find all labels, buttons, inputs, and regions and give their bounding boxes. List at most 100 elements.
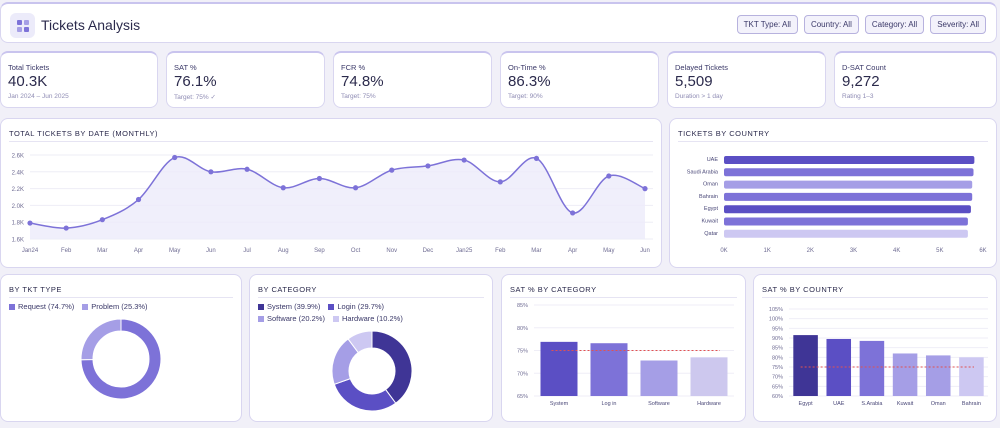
bar — [724, 205, 971, 214]
chart-title: BY CATEGORY — [258, 285, 317, 294]
data-point — [280, 185, 286, 191]
data-point — [461, 157, 467, 163]
kpi-value: 5,509 — [675, 73, 713, 90]
line-area — [30, 156, 645, 239]
data-point — [425, 163, 431, 169]
kpi-value: 40.3K — [8, 73, 48, 90]
filter-severity[interactable]: Severity: All — [930, 15, 986, 34]
kpi-label: Delayed Tickets — [675, 63, 728, 72]
x-tick-label: Feb — [61, 248, 72, 254]
bar — [925, 355, 951, 396]
y-tick-label: 75% — [772, 365, 783, 371]
data-point — [316, 175, 323, 182]
legend-item[interactable]: Problem (25.3%) — [82, 302, 148, 311]
chart-title: SAT % BY CATEGORY — [510, 285, 597, 294]
x-tick-label: Apr — [568, 248, 577, 254]
x-tick-label: Jun — [206, 248, 216, 254]
legend-item[interactable]: System (39.9%) — [258, 302, 320, 311]
data-point — [497, 179, 503, 185]
kpi-on-time: On-Time % 86.3% Target: 90% — [500, 51, 659, 108]
legend-swatch — [82, 303, 89, 310]
chart-title: SAT % BY COUNTRY — [762, 285, 844, 294]
data-point — [208, 169, 214, 175]
sat-by-category-card: SAT % BY CATEGORY 65% 70% 75% 80% 85% System L… — [501, 274, 746, 422]
x-tick-label: UAE — [833, 401, 845, 407]
divider — [762, 297, 988, 298]
data-point — [642, 186, 648, 192]
line-chart: 1.6K 1.8K 2.0K 2.2K 2.4K 2.6K Jan24 Feb Mar Apr Ma… — [12, 154, 653, 254]
x-tick-label: S.Arabia — [861, 401, 883, 407]
y-tick-label: 60% — [772, 394, 783, 400]
tkt-type-donut — [80, 318, 162, 400]
tickets-by-country-card: TICKETS BY COUNTRY UAE Saudi Arabia Oman Ba… — [669, 118, 997, 268]
chart-title: BY TKT TYPE — [9, 285, 62, 294]
pie-slice — [371, 330, 413, 404]
x-tick-label: 2K — [807, 248, 814, 254]
y-tick-label: 85% — [772, 346, 783, 352]
category-label: Oman — [703, 182, 718, 188]
x-tick-label: 0K — [720, 248, 727, 254]
legend-swatch — [258, 315, 264, 322]
x-tick-label: Aug — [278, 248, 289, 254]
filter-category[interactable]: Category: All — [864, 15, 925, 34]
kpi-total-tickets: Total Tickets 40.3K Jan 2024 – Jun 2025 — [0, 51, 158, 108]
sat-by-country-card: SAT % BY COUNTRY 60% 65% 70% 75% 80% 85% 90% 95… — [753, 274, 997, 422]
kpi-label: D-SAT Count — [842, 63, 886, 72]
data-point — [389, 167, 395, 173]
filter-country[interactable]: Country: All — [803, 15, 859, 34]
kpi-delayed-tickets: Delayed Tickets 5,509 Duration > 1 day — [667, 51, 826, 108]
x-tick-label: May — [169, 248, 180, 254]
x-tick-label: 6K — [979, 248, 986, 254]
chart-title: TICKETS BY COUNTRY — [678, 129, 770, 138]
x-tick-label: Mar — [531, 248, 541, 254]
legend-item[interactable]: Login (29.7%) — [328, 302, 384, 311]
legend-label: System (39.9%) — [267, 302, 321, 311]
country-bar-chart: UAE Saudi Arabia Oman Bahrain Egypt Kuwait Qat… — [687, 156, 987, 254]
by-tkt-type-card: BY TKT TYPE Request (74.7%) Problem (25.… — [0, 274, 242, 422]
divider — [510, 297, 737, 298]
legend-item[interactable]: Request (74.7%) — [9, 302, 74, 311]
kpi-subtext: Target: 75% ✓ — [174, 94, 216, 101]
x-tick-label: Dec — [423, 248, 434, 254]
bar — [724, 192, 973, 201]
kpi-value: 9,272 — [842, 73, 880, 90]
bar — [724, 229, 968, 238]
x-tick-label: Mar — [97, 248, 107, 254]
legend-swatch — [328, 303, 335, 310]
data-point — [244, 166, 250, 172]
by-category-card: BY CATEGORY System (39.9%) Login (29.7%)… — [249, 274, 493, 422]
kpi-fcr: FCR % 74.8% Target: 75% — [333, 51, 492, 108]
x-tick-label: Apr — [134, 248, 143, 254]
filter-tkt-type[interactable]: TKT Type: All — [736, 15, 798, 34]
x-tick-label: Egypt — [799, 401, 814, 407]
y-tick-label: 65% — [772, 384, 783, 390]
x-tick-label: Oman — [931, 401, 946, 407]
header-bar: Tickets Analysis TKT Type: All Country: … — [0, 2, 997, 43]
x-tick-label: Sep — [314, 248, 325, 254]
data-point — [99, 217, 105, 223]
bar — [892, 353, 918, 396]
x-tick-label: Jul — [243, 248, 251, 254]
page-title: Tickets Analysis — [41, 17, 141, 33]
divider — [9, 297, 233, 298]
series-line — [29, 155, 646, 229]
legend-item[interactable]: Software (20.2%) — [258, 314, 325, 323]
legend-item[interactable]: Hardware (10.2%) — [332, 314, 403, 323]
kpi-label: Total Tickets — [8, 63, 50, 72]
divider — [9, 141, 653, 142]
bar — [724, 168, 974, 177]
y-tick-label: 70% — [517, 371, 528, 377]
data-point — [606, 173, 612, 179]
data-point — [172, 154, 178, 161]
bar — [724, 217, 968, 226]
dashboard-grid-icon — [10, 13, 35, 38]
y-tick-label: 105% — [769, 307, 783, 313]
bar — [724, 180, 973, 189]
kpi-label: On-Time % — [508, 63, 546, 72]
category-label: Qatar — [704, 231, 718, 237]
bar — [640, 360, 678, 396]
data-point — [63, 225, 69, 231]
data-point — [570, 210, 576, 216]
y-tick-label: 2.2K — [12, 187, 24, 193]
category-label: Egypt — [704, 206, 719, 212]
